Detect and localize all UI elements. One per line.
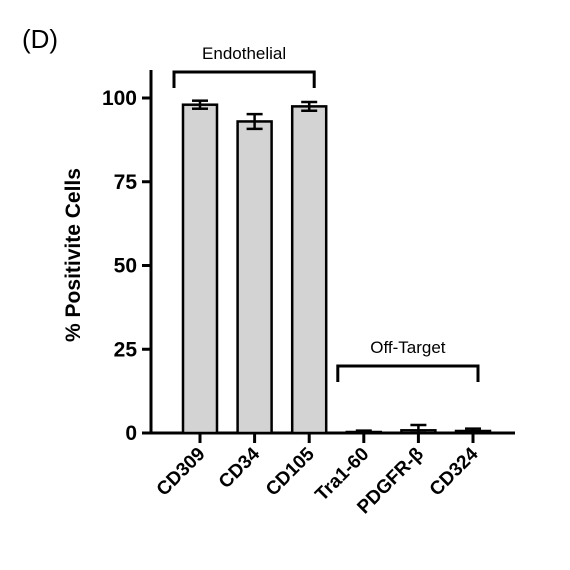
group-label: Endothelial [202, 44, 286, 63]
x-tick-label: CD34 [215, 443, 265, 493]
error-bars [192, 99, 481, 435]
bar [290, 105, 328, 435]
bars [181, 103, 492, 435]
y-tick-label: 50 [114, 255, 137, 278]
y-tick-label: 0 [125, 422, 137, 445]
x-tick-label: CD105 [262, 443, 319, 500]
x-tick-label: CD324 [426, 443, 483, 500]
bar [236, 120, 273, 435]
group-label: Off-Target [370, 338, 446, 357]
bar [181, 103, 219, 435]
group-bracket [172, 70, 316, 88]
y-tick-label: 75 [114, 171, 138, 194]
group-bracket [336, 364, 480, 382]
group-brackets: Endothelial Off-Target [172, 44, 480, 382]
y-ticks: 0 25 50 75 100 [102, 87, 151, 445]
panel-label: (D) [22, 24, 58, 54]
x-tick-label: CD309 [153, 444, 210, 501]
y-tick-label: 25 [114, 338, 138, 361]
y-tick-label: 100 [102, 87, 137, 110]
y-axis-label: % Positivite Cells [62, 168, 85, 342]
